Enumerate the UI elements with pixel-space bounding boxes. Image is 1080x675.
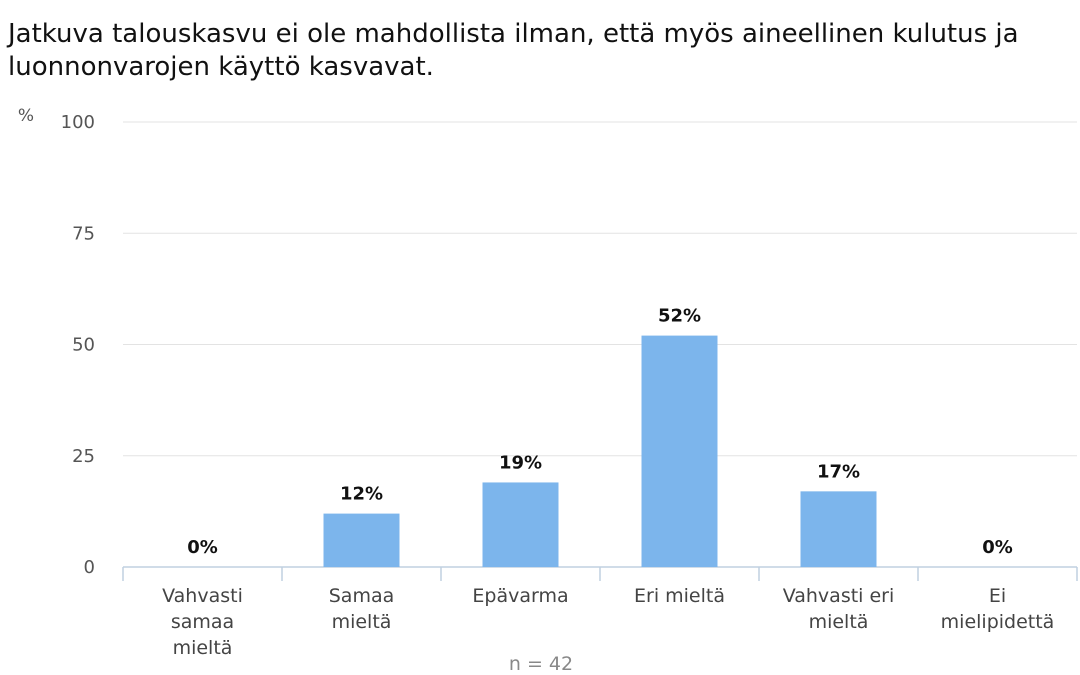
chart-title: Jatkuva talouskasvu ei ole mahdollista i… — [8, 19, 1019, 82]
y-tick-label: 0 — [84, 557, 95, 578]
x-category-label: Vahvasti samaa mieltä — [162, 585, 243, 659]
data-label: 19% — [499, 452, 542, 473]
data-label: 0% — [982, 537, 1013, 558]
bar — [800, 491, 877, 567]
gridlines — [123, 121, 1077, 457]
bar — [482, 482, 559, 567]
x-category-label: Eri mieltä — [634, 585, 725, 607]
data-label: 17% — [817, 461, 860, 482]
x-category-label: Ei mielipidettä — [941, 585, 1055, 633]
y-tick-label: 50 — [72, 335, 95, 356]
y-tick-label: 25 — [72, 446, 95, 467]
bar — [323, 513, 400, 567]
sample-size-note: n = 42 — [509, 653, 573, 675]
labels: % 0 25 50 75 100 0% Vahvasti samaa mieltä 12% Samaa… — [18, 106, 1054, 675]
x-category-label: Vahvasti eri mieltä — [783, 585, 895, 633]
data-label: 0% — [187, 537, 218, 558]
x-category-label: Samaa mieltä — [329, 585, 395, 633]
data-label: 52% — [658, 306, 701, 327]
x-category-label: Epävarma — [472, 585, 568, 607]
y-tick-label: 100 — [61, 112, 95, 133]
y-axis-unit-label: % — [18, 106, 34, 126]
data-label: 12% — [340, 484, 383, 505]
axes — [122, 566, 1078, 581]
bar — [641, 335, 718, 567]
bars — [323, 335, 877, 567]
y-tick-label: 75 — [72, 223, 95, 244]
